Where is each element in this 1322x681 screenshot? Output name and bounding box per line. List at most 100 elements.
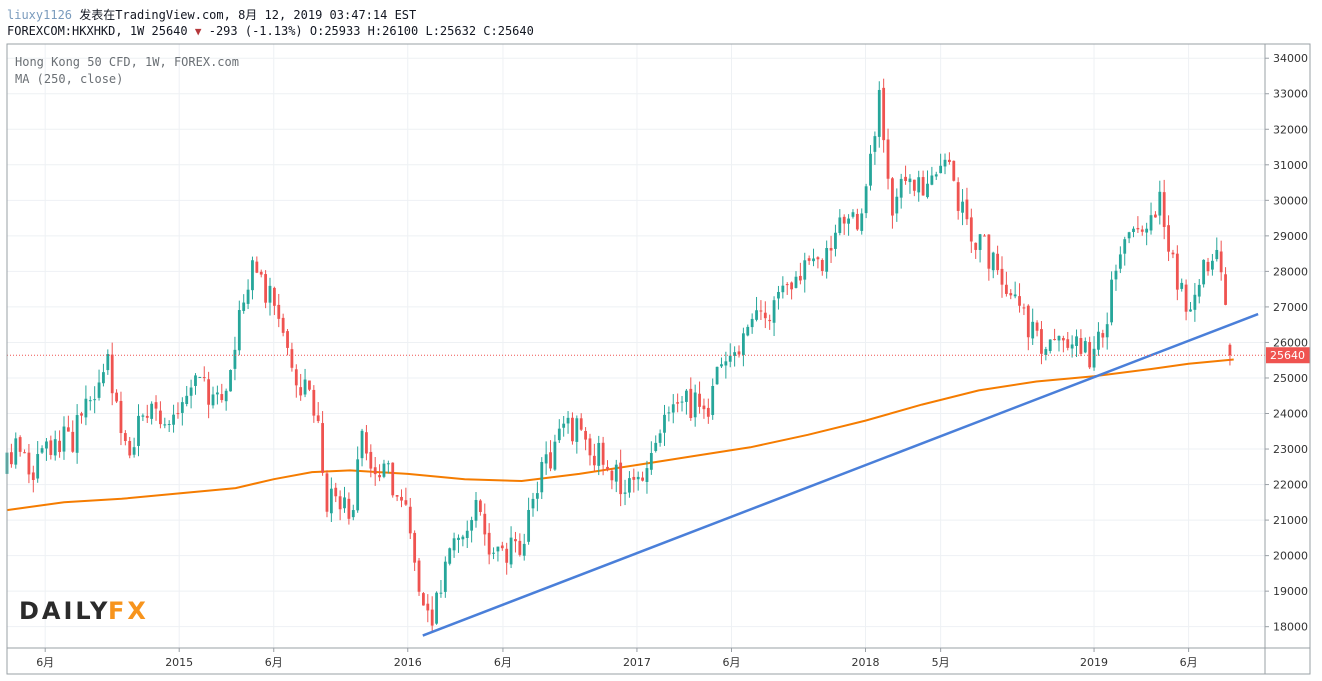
candle	[702, 398, 706, 419]
candle-body	[1219, 251, 1223, 273]
candle-body	[194, 375, 197, 386]
candle	[584, 427, 587, 451]
candle	[334, 482, 338, 503]
candle-body	[667, 412, 671, 414]
publish-text: 发表在TradingView.com, 8月 12, 2019 03:47:14…	[79, 8, 417, 22]
candle	[435, 591, 438, 625]
candle	[680, 395, 684, 412]
candle	[645, 460, 649, 494]
candle-body	[1162, 192, 1166, 227]
candle	[75, 404, 79, 464]
candle	[1061, 335, 1065, 353]
candle-body	[1193, 294, 1197, 310]
candle-body	[439, 592, 443, 594]
candle-body	[654, 442, 658, 451]
candle-body	[807, 258, 811, 261]
candle-body	[286, 331, 289, 348]
y-tick-label: 25000	[1273, 372, 1308, 385]
author-link[interactable]: liuxy1126	[7, 8, 73, 22]
candle	[496, 546, 500, 562]
candle-body	[882, 87, 886, 141]
candle-body	[88, 400, 92, 402]
candle	[246, 279, 250, 310]
candle-body	[448, 548, 452, 564]
candle	[566, 411, 570, 434]
y-tick-label: 31000	[1273, 159, 1308, 172]
candle-body	[14, 438, 18, 465]
candle	[978, 233, 982, 263]
candle-body	[1048, 339, 1052, 351]
candle-body	[926, 183, 929, 198]
candle-body	[733, 352, 737, 356]
candle	[1057, 335, 1061, 352]
candle-body	[215, 392, 219, 395]
candle	[781, 276, 785, 299]
candle	[88, 396, 92, 411]
candle	[882, 78, 886, 153]
candle-body	[272, 287, 276, 306]
trendline[interactable]	[422, 312, 1259, 637]
candle-body	[584, 430, 587, 440]
candle-body	[343, 497, 346, 509]
candle	[671, 394, 675, 424]
candle	[601, 436, 605, 476]
candle	[255, 256, 259, 274]
candle	[667, 406, 671, 422]
candle	[549, 440, 552, 472]
candle	[1009, 289, 1013, 300]
candle	[514, 531, 517, 553]
candle-body	[53, 439, 57, 456]
candle	[145, 404, 149, 423]
candle	[154, 395, 158, 421]
candle-body	[474, 499, 478, 521]
candle-body	[864, 186, 868, 214]
candle	[1224, 267, 1227, 306]
y-tick-label: 24000	[1273, 408, 1308, 421]
candle	[1228, 343, 1232, 366]
candle	[1048, 339, 1052, 354]
candle	[123, 430, 127, 446]
x-tick-label: 5月	[932, 656, 950, 669]
candle	[794, 271, 798, 289]
candle-body	[939, 165, 943, 174]
candle	[891, 177, 894, 229]
candle	[189, 379, 193, 409]
candle	[1083, 337, 1087, 354]
candle-body	[1070, 344, 1074, 349]
candle-body	[1140, 229, 1144, 232]
candle	[277, 293, 281, 328]
candle-body	[93, 399, 97, 401]
candle	[820, 258, 824, 276]
candle-body	[1171, 252, 1175, 255]
candle	[211, 386, 215, 409]
candle	[452, 532, 456, 558]
candle	[1140, 225, 1144, 236]
candle-body	[18, 437, 22, 452]
candle	[785, 282, 789, 295]
candle	[553, 434, 557, 471]
candle	[1114, 264, 1118, 291]
y-tick-label: 21000	[1273, 514, 1308, 527]
candle	[45, 437, 48, 461]
candle	[838, 209, 842, 236]
candle-body	[1114, 270, 1118, 280]
candle	[509, 526, 513, 569]
candle	[908, 174, 912, 194]
candle	[807, 255, 811, 265]
candle	[163, 417, 167, 429]
candle-body	[290, 349, 294, 368]
candle-body	[571, 417, 574, 442]
x-tick-label: 2019	[1080, 656, 1108, 669]
candle-body	[1202, 259, 1206, 285]
candle	[413, 530, 417, 571]
candle-body	[452, 538, 456, 551]
candle	[869, 145, 872, 191]
price-change: -293 (-1.13%)	[208, 24, 303, 38]
candle-body	[904, 176, 907, 181]
candle-body	[658, 433, 662, 443]
candle-body	[23, 452, 26, 454]
candle	[492, 547, 495, 560]
candle	[395, 495, 399, 502]
candle	[49, 435, 53, 460]
